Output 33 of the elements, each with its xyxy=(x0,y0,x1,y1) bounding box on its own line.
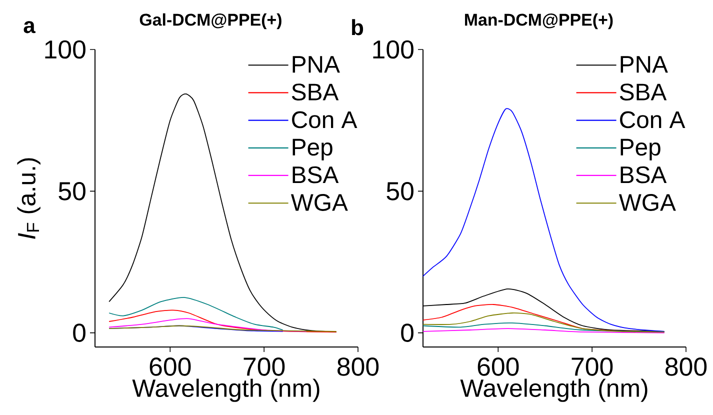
legend-label: Pep xyxy=(292,138,332,160)
legend-label: BSA xyxy=(292,166,339,184)
x-tick-label: 600 xyxy=(478,358,519,376)
line-series xyxy=(108,296,284,330)
legend-label: PNA xyxy=(292,56,340,73)
legend-label: SBA xyxy=(620,84,667,101)
legend-label: WGA xyxy=(290,194,348,211)
x-tick-label: 700 xyxy=(244,358,285,376)
x-axis-title: Wavelength (nm) xyxy=(132,378,320,402)
y-tick-label: 0 xyxy=(73,324,86,342)
text: a xyxy=(24,21,36,34)
x-tick-label: 600 xyxy=(150,358,191,376)
x-tick-label: 800 xyxy=(666,358,707,376)
legend-label: BSA xyxy=(620,166,667,184)
y-tick-label: 100 xyxy=(373,40,414,59)
legend-label: WGA xyxy=(618,194,676,211)
y-axis-title: I$_{F}$ (a.u.) xyxy=(17,158,40,239)
y-tick-label: 0 xyxy=(401,324,414,342)
legend-label: Pep xyxy=(620,138,660,160)
x-axis-title: Wavelength (nm) xyxy=(460,378,648,402)
text: b xyxy=(352,19,364,36)
chart-title: Gal-DCM@PPE(+) xyxy=(140,13,282,30)
legend-label: PNA xyxy=(620,56,668,73)
legend-label: Con A xyxy=(620,111,686,128)
y-tick-label: 50 xyxy=(386,182,414,200)
x-tick-label: 800 xyxy=(338,358,379,376)
y-tick-label: 100 xyxy=(45,40,86,59)
legend-label: SBA xyxy=(292,84,339,101)
x-tick-label: 700 xyxy=(572,358,613,376)
chart-title: Man-DCM@PPE(+) xyxy=(465,13,613,30)
y-tick-label: 50 xyxy=(58,182,86,200)
line-series xyxy=(422,312,665,332)
legend-label: Con A xyxy=(292,111,358,128)
